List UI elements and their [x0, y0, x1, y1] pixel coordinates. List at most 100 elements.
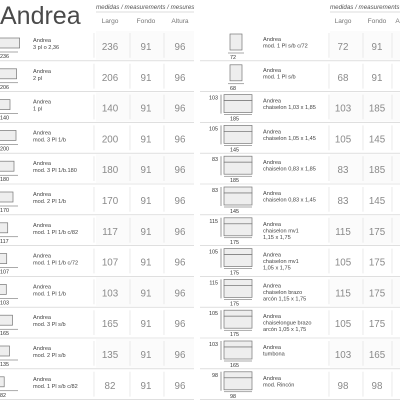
- model-name: Andrea mod. 1 Pl s/b: [263, 68, 296, 81]
- value-cell-bg: [330, 92, 400, 122]
- model-name-line: Andrea: [263, 376, 282, 382]
- model-name-line: chaiselon 1,03 x 1,85: [263, 105, 316, 111]
- width-label: 140: [0, 116, 9, 122]
- measures-label-right: medidas / measurements / mesures: [330, 4, 400, 11]
- chaise-seat: [223, 161, 253, 175]
- model-name-line: 1,05 x 1,75: [263, 266, 291, 272]
- largo-value: 117: [102, 227, 118, 238]
- value-cell-bg: [96, 92, 194, 122]
- model-name: Andrea mod. 1 Pl s/b c/72: [263, 37, 308, 50]
- model-name-line: mod. 3 Pl 1/b.180: [33, 168, 77, 174]
- depth-label: 115: [209, 219, 218, 225]
- altura-value: 96: [175, 227, 186, 238]
- model-name-line: Andrea: [263, 191, 282, 197]
- model-name-line: Andrea: [263, 99, 282, 105]
- row-bg: [0, 278, 96, 306]
- right-row: 83 145 Andrea chaiselon 0,83 x 1,45 83 145: [200, 185, 400, 216]
- altura-value: 96: [175, 73, 186, 84]
- altura-value: 96: [175, 196, 186, 207]
- model-name-line: Andrea: [263, 129, 282, 135]
- model-name-line: Andrea: [263, 345, 282, 351]
- left-row: 117 Andrea mod. 1 Pl 1/b c/82 117 91 96: [0, 215, 194, 246]
- sofa-thumbnail: [0, 253, 8, 264]
- left-row: 165 Andrea mod. 3 Pl s/b 165 91 96: [0, 308, 194, 339]
- value-cell-bg: [96, 277, 194, 307]
- fondo-value: 91: [141, 165, 152, 176]
- col-altura-right: Altura: [395, 18, 400, 25]
- altura-value: 96: [175, 165, 186, 176]
- model-name-line: Andrea: [33, 130, 52, 136]
- sofa-thumbnail: [0, 68, 17, 80]
- left-header: medidas / measurements / mesures Largo F…: [96, 4, 194, 25]
- width-label: 185: [230, 117, 239, 123]
- value-cell-bg: [96, 246, 194, 276]
- largo-value: 103: [335, 104, 352, 115]
- width-label: 200: [0, 146, 9, 152]
- module-thumbnail: [229, 64, 243, 82]
- model-name: Andrea tumbona: [263, 345, 286, 358]
- model-name-line: mod. 1 Pl s/b c/72: [263, 44, 308, 50]
- model-name-line: 3 pl o 2,36: [33, 45, 59, 51]
- model-name-line: mod. 3 Pl s/b: [33, 322, 66, 328]
- altura-value: 96: [175, 42, 186, 53]
- fondo-value: 91: [141, 42, 152, 53]
- model-name-line: Andrea: [33, 223, 52, 229]
- col-largo-right: Largo: [335, 18, 352, 25]
- left-row: 140 Andrea 1 pl 140 91 96: [0, 92, 194, 123]
- model-name: Andrea mod. Rincón: [263, 376, 294, 389]
- sofa-thumbnail: [0, 99, 11, 110]
- largo-value: 83: [338, 165, 349, 176]
- fondo-value: 91: [141, 227, 152, 238]
- sofa-thumbnail: [0, 37, 20, 49]
- model-name: Andrea mod. 3 Pl 1/b.180: [33, 161, 77, 174]
- largo-value: 103: [335, 350, 352, 361]
- model-name: Andrea mod. 3 Pl s/b: [33, 315, 66, 328]
- depth-label: 83: [212, 188, 218, 194]
- sofa-thumbnail: [0, 284, 7, 295]
- model-name: Andrea mod. 2 Pl 1/b: [33, 192, 66, 205]
- sofa-thumbnail: [0, 376, 5, 388]
- largo-value: 140: [102, 104, 119, 115]
- model-name: Andrea 2 pl: [33, 69, 52, 82]
- chaise-back: [223, 371, 253, 379]
- model-name-line: Andrea: [263, 68, 282, 74]
- largo-value: 180: [102, 165, 119, 176]
- value-cell-bg: [330, 339, 400, 368]
- altura-value: 96: [175, 258, 186, 269]
- largo-value: 98: [338, 381, 349, 392]
- width-label: 98: [230, 394, 236, 400]
- page-title: Andrea: [0, 2, 81, 30]
- model-name-line: chaiselon mv1: [263, 259, 299, 265]
- model-name-line: chaiselongue brazo: [263, 321, 312, 327]
- value-cell-bg: [96, 339, 194, 368]
- value-cell-bg: [96, 123, 194, 153]
- right-row: 115 175 Andrea chaiselon brazo arcón 1,15 x …: [200, 277, 400, 308]
- fondo-value: 91: [141, 288, 152, 299]
- fondo-value: 98: [372, 381, 383, 392]
- width-label: 103: [0, 300, 9, 306]
- fondo-value: 175: [369, 227, 386, 238]
- model-name-line: 1,15 x 1,75: [263, 235, 291, 241]
- col-fondo-left: Fondo: [137, 18, 156, 25]
- model-name-line: tumbona: [263, 352, 286, 358]
- row-bg: [0, 216, 96, 244]
- altura-value: 96: [175, 134, 186, 145]
- chaise-back: [223, 186, 253, 194]
- model-name-line: chaiselon 0,83 x 1,85: [263, 167, 316, 173]
- model-name: Andrea mod. 1 Pl 1/b c/72: [33, 254, 78, 267]
- model-name: Andrea chaiselongue brazo arcón 1,05 x 1,7…: [263, 314, 312, 333]
- largo-value: 135: [102, 350, 119, 361]
- fondo-value: 175: [369, 319, 386, 330]
- model-name-line: chaiselon mv1: [263, 228, 299, 234]
- model-name: Andrea chaiselon mv1 1,15 x 1,75: [263, 222, 299, 241]
- depth-label: 83: [212, 157, 218, 163]
- model-name: Andrea mod. 1 Pl 1/b: [33, 284, 66, 297]
- largo-value: 200: [102, 134, 119, 145]
- measures-label-left: medidas / measurements / mesures: [96, 4, 194, 11]
- width-label: 185: [230, 178, 239, 184]
- model-name: Andrea mod. 3 Pl 1/b: [33, 130, 66, 143]
- largo-value: 68: [338, 73, 349, 84]
- right-row: 83 185 Andrea chaiselon 0,83 x 1,85 83 185: [200, 154, 400, 185]
- sofa-thumbnail: [0, 222, 9, 234]
